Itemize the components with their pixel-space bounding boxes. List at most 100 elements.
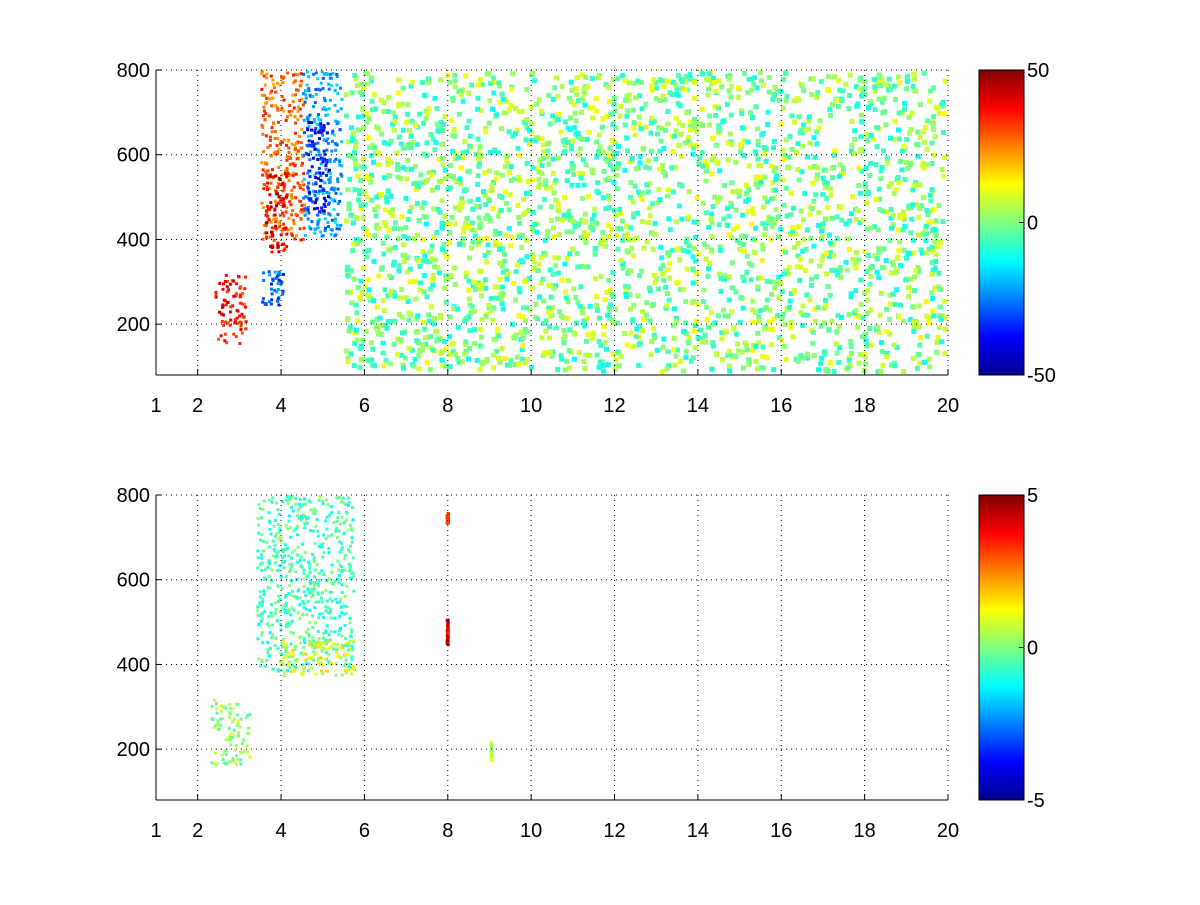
heatmap-cell-1 [303, 203, 306, 207]
heatmap-cell-6 [798, 127, 804, 133]
heatmap-cell-6 [703, 159, 708, 165]
colorbar-tick-label: -50 [1027, 365, 1056, 387]
heatmap-cell-0 [331, 599, 334, 603]
heatmap-cell-3 [333, 186, 337, 190]
heatmap-cell-6 [353, 302, 359, 308]
heatmap-cell-0 [310, 595, 314, 599]
heatmap-cell-1 [268, 91, 272, 95]
heatmap-cell-6 [931, 313, 937, 319]
heatmap-cell-0 [332, 647, 336, 651]
heatmap-cell-3 [325, 148, 329, 152]
heatmap-cell-1 [262, 183, 266, 186]
heatmap-cell-6 [527, 141, 532, 147]
heatmap-cell-0 [337, 581, 341, 585]
heatmap-cell-6 [868, 98, 874, 104]
heatmap-cell-3 [335, 120, 339, 124]
heatmap-cell-6 [495, 150, 501, 156]
heatmap-cell-0 [289, 535, 293, 539]
heatmap-cell-6 [929, 219, 935, 225]
heatmap-cell-0 [240, 331, 244, 335]
heatmap-cell-6 [822, 185, 828, 191]
heatmap-cell-0 [298, 558, 302, 562]
heatmap-cell-6 [486, 120, 492, 126]
heatmap-cell-4 [314, 181, 318, 185]
heatmap-cell-3 [308, 93, 312, 97]
heatmap-cell-6 [604, 289, 610, 295]
heatmap-cell-6 [660, 344, 666, 350]
heatmap-cell-6 [358, 206, 364, 212]
heatmap-cell-6 [619, 218, 625, 224]
heatmap-cell-6 [891, 137, 897, 142]
heatmap-cell-6 [365, 277, 371, 283]
heatmap-cell-6 [494, 170, 500, 176]
heatmap-cell-1 [260, 161, 264, 165]
heatmap-cell-6 [700, 123, 705, 129]
heatmap-cell-0 [350, 647, 354, 651]
heatmap-cell-6 [401, 233, 407, 239]
heatmap-cell-0 [311, 581, 315, 585]
heatmap-cell-0 [334, 529, 338, 533]
heatmap-cell-6 [478, 152, 484, 158]
heatmap-cell-6 [565, 139, 571, 145]
heatmap-cell-0 [289, 613, 293, 617]
heatmap-cell-6 [482, 252, 488, 258]
heatmap-cell-6 [890, 291, 896, 297]
heatmap-cell-6 [767, 279, 773, 285]
heatmap-cell-6 [615, 226, 621, 232]
heatmap-cell-0 [289, 526, 293, 530]
heatmap-cell-1 [286, 71, 290, 75]
heatmap-cell-6 [573, 118, 579, 124]
heatmap-cell-6 [863, 361, 869, 367]
heatmap-cell-6 [834, 214, 840, 220]
x-tick-label: 14 [687, 820, 709, 842]
heatmap-cell-6 [755, 156, 761, 162]
heatmap-cell-6 [790, 228, 796, 234]
heatmap-cell-2 [271, 234, 275, 238]
heatmap-cell-6 [888, 215, 894, 221]
heatmap-cell-6 [565, 125, 571, 131]
heatmap-cell-6 [350, 138, 356, 143]
heatmap-cell-6 [390, 110, 396, 116]
heatmap-cell-6 [923, 299, 929, 305]
heatmap-cell-5 [273, 270, 277, 274]
heatmap-cell-6 [423, 115, 429, 121]
y-tick-label: 600 [117, 145, 150, 167]
heatmap-cell-6 [491, 352, 496, 358]
heatmap-cell-6 [615, 246, 621, 252]
heatmap-cell-0 [263, 576, 266, 580]
heatmap-cell-6 [792, 119, 798, 125]
heatmap-cell-1 [269, 181, 273, 185]
heatmap-cell-0 [260, 631, 264, 635]
heatmap-cell-6 [594, 220, 600, 226]
heatmap-cell-6 [738, 108, 744, 114]
heatmap-cell-0 [276, 646, 280, 650]
heatmap-cell-1 [270, 126, 274, 130]
heatmap-cell-6 [565, 315, 571, 321]
heatmap-cell-2 [215, 707, 219, 711]
heatmap-cell-6 [665, 121, 671, 127]
heatmap-cell-6 [405, 158, 411, 164]
heatmap-cell-6 [888, 270, 894, 276]
heatmap-cell-1 [287, 146, 291, 150]
heatmap-cell-6 [516, 362, 522, 368]
heatmap-cell-3 [312, 117, 316, 121]
heatmap-cell-6 [400, 127, 406, 133]
heatmap-cell-6 [636, 342, 642, 348]
heatmap-cell-2 [240, 742, 244, 746]
heatmap-cell-6 [667, 261, 673, 267]
heatmap-cell-6 [654, 276, 660, 282]
heatmap-cell-6 [568, 146, 574, 152]
heatmap-cell-6 [758, 163, 764, 169]
heatmap-cell-6 [563, 289, 568, 295]
heatmap-cell-6 [730, 355, 736, 361]
heatmap-cell-6 [609, 111, 615, 117]
heatmap-cell-6 [560, 315, 566, 321]
heatmap-cell-3 [302, 131, 306, 135]
heatmap-cell-6 [787, 133, 793, 139]
heatmap-cell-0 [311, 511, 315, 515]
heatmap-cell-1 [334, 673, 338, 677]
heatmap-cell-6 [856, 183, 862, 188]
heatmap-cell-6 [592, 246, 598, 252]
heatmap-cell-6 [451, 306, 457, 311]
heatmap-cell-1 [269, 235, 273, 239]
